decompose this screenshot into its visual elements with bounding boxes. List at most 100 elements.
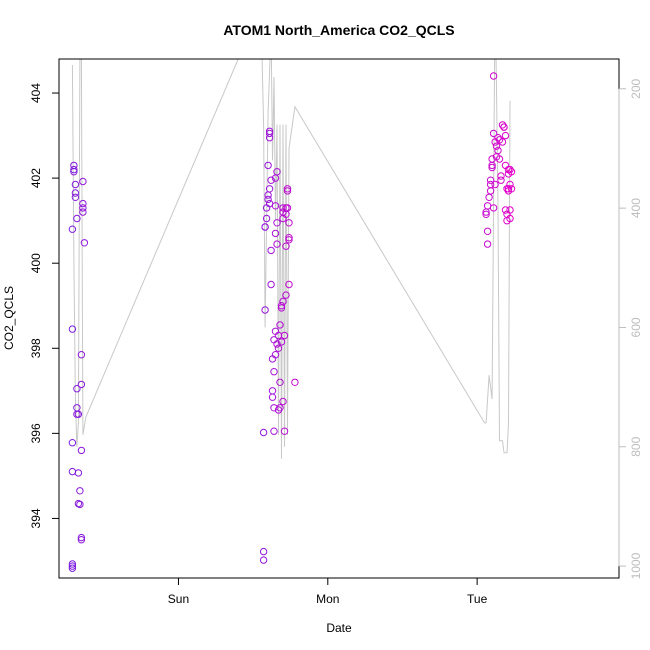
data-point xyxy=(79,208,87,216)
data-point xyxy=(264,191,272,199)
data-point xyxy=(495,155,504,163)
data-point xyxy=(71,193,80,202)
data-point xyxy=(265,129,274,138)
data-point xyxy=(261,223,269,231)
data-point xyxy=(71,180,80,189)
data-point xyxy=(268,387,277,395)
data-point xyxy=(73,404,81,412)
data-point xyxy=(73,410,81,418)
x-tick-label: Mon xyxy=(316,592,339,606)
data-point xyxy=(77,351,86,359)
data-point xyxy=(280,427,289,435)
data-point xyxy=(291,378,299,386)
data-point xyxy=(261,306,269,314)
data-point xyxy=(74,410,83,418)
data-point xyxy=(482,210,490,219)
data-point xyxy=(279,397,287,406)
data-point xyxy=(77,446,86,455)
data-point xyxy=(274,406,283,414)
data-point xyxy=(267,246,275,255)
data-point xyxy=(259,547,268,556)
data-point xyxy=(283,204,292,212)
y-tick-label: 396 xyxy=(29,423,43,443)
data-point xyxy=(68,325,77,333)
data-point xyxy=(68,467,77,476)
x-tick-label: Tue xyxy=(467,592,488,606)
data-point xyxy=(264,195,272,204)
data-point xyxy=(76,487,84,495)
data-point xyxy=(79,199,87,208)
data-point xyxy=(273,219,281,227)
data-point xyxy=(265,134,274,142)
data-point xyxy=(70,165,78,174)
data-point xyxy=(501,131,510,140)
data-point xyxy=(77,533,86,542)
data-point xyxy=(259,556,268,564)
data-point xyxy=(276,404,284,412)
data-point xyxy=(504,185,513,193)
data-point xyxy=(483,227,492,236)
data-point xyxy=(507,168,516,176)
series-line xyxy=(71,59,511,459)
chart-title: ATOM1 North_America CO2_QCLS xyxy=(223,22,454,38)
data-point xyxy=(274,344,283,352)
y-axis-label: CO2_QCLS xyxy=(2,286,16,350)
data-point xyxy=(80,239,89,247)
data-point xyxy=(77,536,86,544)
data-point xyxy=(70,161,78,170)
data-point xyxy=(283,187,292,195)
data-point xyxy=(491,180,499,189)
data-point xyxy=(483,202,492,210)
data-point xyxy=(271,351,280,359)
data-point xyxy=(507,185,516,193)
data-point xyxy=(497,176,505,184)
data-point xyxy=(68,439,77,447)
data-point xyxy=(70,168,78,176)
data-point xyxy=(489,204,498,212)
data-point xyxy=(283,185,292,193)
data-point xyxy=(497,172,505,180)
plot-frame xyxy=(58,58,620,579)
data-point xyxy=(483,240,492,248)
data-point xyxy=(273,168,281,176)
data-point xyxy=(492,142,501,150)
x-tick-label: Sun xyxy=(168,592,189,606)
data-point xyxy=(494,146,502,155)
data-point xyxy=(259,428,268,437)
y-tick-label: 404 xyxy=(29,83,43,103)
right-tick-label: 800 xyxy=(629,436,643,456)
data-point xyxy=(271,229,280,238)
y-axis-left: 394 396 398 400 402 404 xyxy=(29,83,59,528)
y-tick-label: 394 xyxy=(29,508,43,528)
data-point xyxy=(282,291,290,299)
data-point xyxy=(276,378,284,386)
data-point xyxy=(267,280,275,289)
data-point xyxy=(506,214,514,223)
line-series-layer xyxy=(71,59,511,459)
data-point xyxy=(74,469,83,477)
data-point xyxy=(498,138,507,146)
data-point xyxy=(285,280,293,289)
data-point xyxy=(285,219,293,227)
data-point xyxy=(68,564,77,572)
data-point xyxy=(68,225,77,233)
data-point xyxy=(486,180,495,189)
data-point xyxy=(77,380,86,389)
data-point xyxy=(488,155,496,163)
data-point xyxy=(267,176,275,184)
data-point xyxy=(506,206,514,214)
data-point xyxy=(273,240,281,248)
data-point xyxy=(68,560,77,568)
data-point xyxy=(277,338,286,346)
data-point xyxy=(264,161,272,170)
data-point xyxy=(485,193,493,202)
data-point xyxy=(73,214,81,223)
data-point xyxy=(506,180,514,189)
x-axis: Sun Mon Tue xyxy=(168,578,488,606)
data-point xyxy=(265,185,274,193)
data-point xyxy=(76,500,84,509)
right-tick-label: 400 xyxy=(629,198,643,218)
data-point xyxy=(277,302,286,310)
data-point xyxy=(500,123,508,131)
